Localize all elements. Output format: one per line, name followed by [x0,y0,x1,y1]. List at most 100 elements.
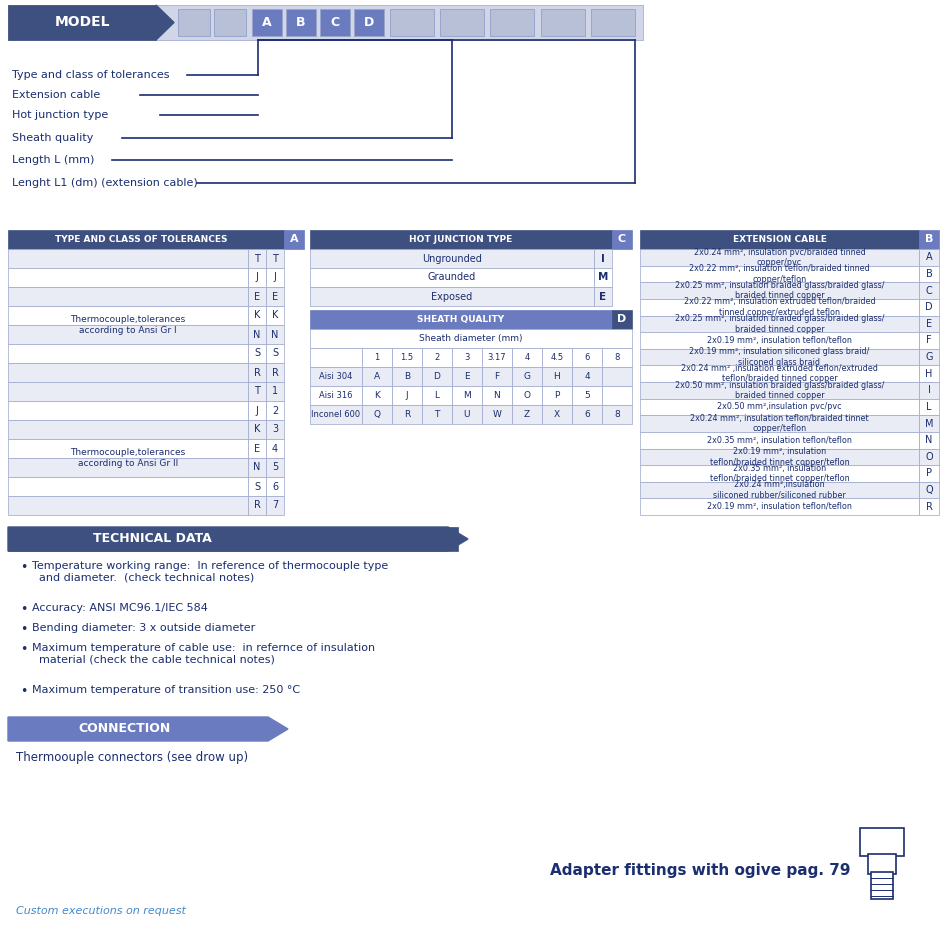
Text: K: K [254,311,260,320]
Text: N: N [253,330,260,340]
Text: B: B [296,16,306,29]
Text: 5: 5 [584,391,590,400]
Bar [8,477,248,496]
Bar [871,872,893,899]
Bar [640,499,919,515]
Text: B: B [925,269,933,279]
Bar [266,401,284,420]
Bar [640,365,919,382]
Bar [310,268,594,287]
Text: Thermocouple,tolerances
according to Ansi Gr I: Thermocouple,tolerances according to Ans… [70,316,186,334]
Bar [919,399,939,415]
Bar [919,283,939,299]
Bar [919,230,939,249]
Text: E: E [272,291,278,301]
Bar [8,306,248,325]
Text: P: P [554,391,560,400]
Bar [8,382,248,401]
Text: N: N [925,435,933,445]
Text: •: • [20,643,27,656]
Bar [266,249,284,268]
Text: M: M [925,419,933,428]
Text: Sheath quality: Sheath quality [12,133,94,143]
Text: E: E [254,443,260,454]
Bar [248,382,266,401]
Bar [512,405,542,424]
Bar [602,348,632,367]
Text: N: N [253,463,260,472]
Bar [919,482,939,499]
Text: 4.5: 4.5 [550,353,563,362]
Text: H: H [554,372,561,381]
Bar [178,9,210,36]
Bar [362,367,392,386]
Text: Lenght L1 (dm) (extension cable): Lenght L1 (dm) (extension cable) [12,178,198,188]
Text: Q: Q [925,485,933,495]
Bar [640,482,919,499]
Text: Accuracy: ANSI MC96.1/IEC 584: Accuracy: ANSI MC96.1/IEC 584 [32,603,208,613]
Text: D: D [617,315,627,325]
Text: W: W [492,410,502,419]
Bar [390,9,434,36]
Bar [266,420,284,439]
Bar [266,382,284,401]
Bar [8,249,248,268]
Bar [919,332,939,348]
Text: 2x0.50 mm²,insulation pvc/pvc: 2x0.50 mm²,insulation pvc/pvc [717,403,842,411]
Text: Maximum temperature of transition use: 250 °C: Maximum temperature of transition use: 2… [32,685,300,695]
Text: MODEL: MODEL [54,16,110,29]
Bar [640,283,919,299]
Bar [8,287,248,306]
Bar [512,386,542,405]
Bar [248,458,266,477]
Bar [640,399,919,415]
Bar [594,287,612,306]
Bar [919,266,939,283]
Bar [602,405,632,424]
Text: Adapter fittings with ogive pag. 79: Adapter fittings with ogive pag. 79 [550,864,850,879]
Bar [640,299,919,316]
Text: 1: 1 [374,353,380,362]
Text: 2: 2 [435,353,439,362]
Text: J: J [274,272,277,283]
Bar [542,348,572,367]
Text: Thermocouple,tolerances
according to Ansi Gr II: Thermocouple,tolerances according to Ans… [70,448,186,468]
Text: 7: 7 [272,500,278,511]
Bar [248,325,266,344]
Text: M: M [463,391,471,400]
Bar [310,249,594,268]
Bar [919,316,939,332]
Bar [354,9,384,36]
Bar [266,287,284,306]
Text: 3: 3 [464,353,470,362]
Text: Graunded: Graunded [428,272,476,283]
Text: 4: 4 [525,353,529,362]
Bar [8,5,643,40]
Bar [512,367,542,386]
Bar [640,266,919,283]
Bar [392,348,422,367]
Bar [266,344,284,363]
Text: 2: 2 [272,406,278,415]
Bar [542,367,572,386]
Text: 2x0.24 mm², insulation pvc/braided tinned
copper/pvc: 2x0.24 mm², insulation pvc/braided tinne… [693,248,866,267]
Text: 2x0.22 mm², insulation teflon/braided tinned
copper/teflon: 2x0.22 mm², insulation teflon/braided ti… [689,264,870,284]
Bar [594,268,612,287]
Bar [248,477,266,496]
Bar [248,496,266,515]
Text: 1: 1 [272,387,278,396]
Text: 2x0.19 mm², insulation
teflon/braided tinnet copper/teflon: 2x0.19 mm², insulation teflon/braided ti… [709,447,849,467]
Text: K: K [272,311,278,320]
Bar [8,5,156,40]
Text: •: • [20,561,27,574]
Text: O: O [524,391,530,400]
Bar [612,310,632,329]
Bar [8,230,284,249]
Bar [248,363,266,382]
Text: 3.17: 3.17 [488,353,507,362]
Text: T: T [272,254,277,264]
Bar [919,249,939,266]
Text: Extension cable: Extension cable [12,90,100,100]
Bar [362,405,392,424]
Bar [572,405,602,424]
